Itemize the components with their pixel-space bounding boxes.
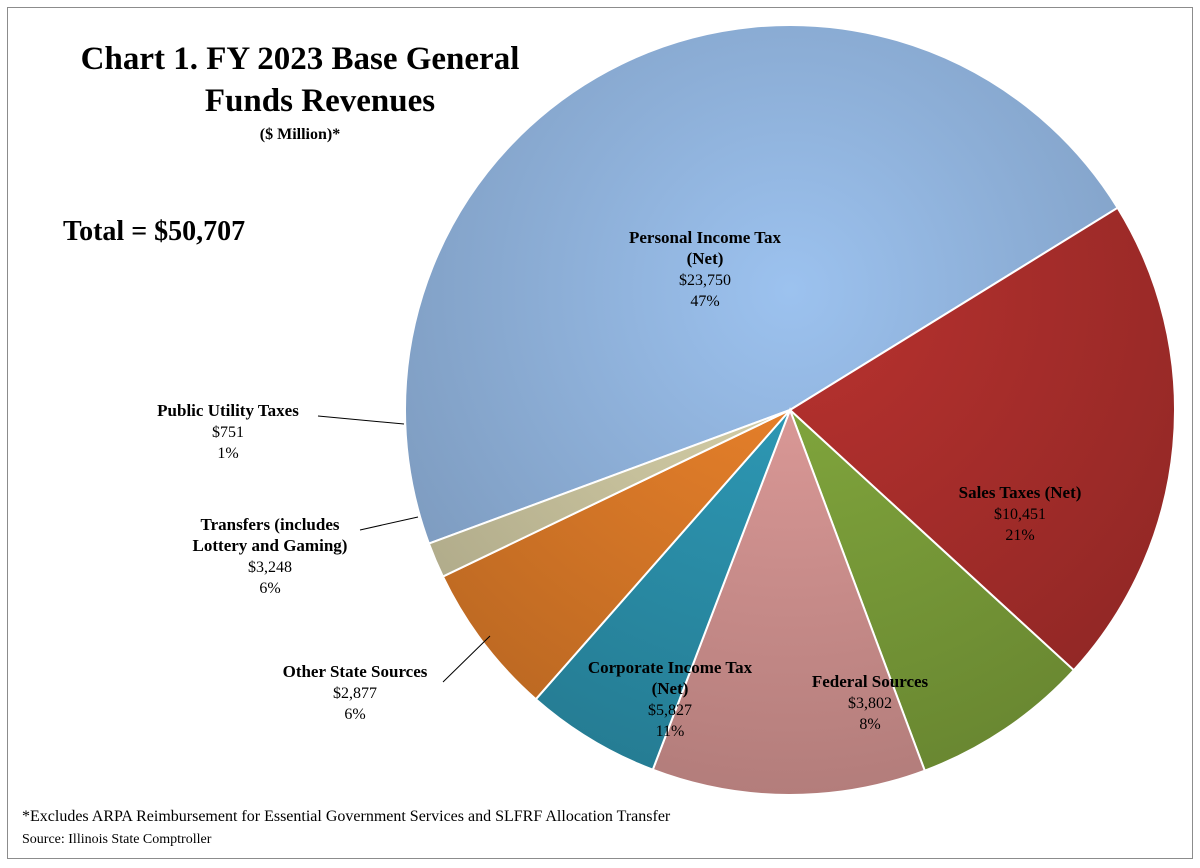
slice-label-pct: 8% (859, 716, 880, 733)
slice-label-pct: 47% (690, 293, 719, 310)
slice-label-pct: 6% (259, 580, 280, 597)
leader-lines (317, 415, 491, 683)
chart-title-line2: Funds Revenues (204, 83, 436, 119)
slice-label-value: $3,802 (848, 695, 892, 712)
source-note: Source: Illinois State Comptroller (22, 832, 212, 847)
slice-label-name: Public Utility Taxes (157, 401, 299, 420)
slice-label-value: $3,248 (248, 559, 292, 576)
slice-label-other-state: Other State Sources $2,877 6% (283, 662, 428, 723)
pie-slice-pit (404, 23, 1120, 545)
slice-label-cit: Corporate Income Tax (Net) $5,827 11% (588, 658, 753, 740)
slice-label-value: $5,827 (648, 702, 692, 719)
slice-label-value: $10,451 (994, 506, 1046, 523)
pie-slice-utility (427, 409, 791, 578)
slice-label-federal: Federal Sources $3,802 8% (812, 672, 929, 733)
slice-label-name: Other State Sources (283, 662, 428, 681)
slice-label-name: Personal Income Tax (629, 228, 782, 247)
slice-label-sales: Sales Taxes (Net) $10,451 21% (959, 483, 1082, 544)
slice-label-pct: 21% (1005, 527, 1034, 544)
slice-label-value: $751 (212, 424, 244, 441)
pie-slice-federal (789, 409, 1076, 772)
leader-line-utility (317, 415, 405, 425)
slice-label-pit: Personal Income Tax (Net) $23,750 47% (629, 228, 782, 310)
pie-slice-cit (651, 407, 927, 796)
footnote: *Excludes ARPA Reimbursement for Essenti… (22, 808, 671, 825)
total-label: Total = $50,707 (63, 216, 246, 247)
slice-label-name: Transfers (includes (201, 515, 340, 534)
slice-label-name: Lottery and Gaming) (193, 536, 348, 555)
slice-label-name: Sales Taxes (Net) (959, 483, 1082, 502)
slice-label-transfers: Transfers (includes Lottery and Gaming) $3… (193, 515, 348, 597)
pie-slice-sales (788, 206, 1176, 672)
slice-label-value: $2,877 (333, 685, 377, 702)
slice-label-pct: 6% (344, 706, 365, 723)
chart-title: Chart 1. FY 2023 Base General Funds Reve… (20, 38, 580, 122)
slice-label-name: Federal Sources (812, 672, 929, 691)
slice-label-value: $23,750 (679, 272, 731, 289)
pie-slice-other-state (534, 409, 791, 772)
slice-label-pct: 11% (656, 723, 685, 740)
chart-title-line1: Chart 1. FY 2023 Base General (80, 41, 520, 77)
slice-label-name: (Net) (652, 679, 689, 698)
leader-line-other-state (442, 635, 491, 683)
slice-label-name: (Net) (687, 249, 724, 268)
slice-labels: Personal Income Tax (Net) $23,750 47% Sales … (157, 228, 1081, 740)
slice-label-pct: 1% (217, 445, 238, 462)
slice-label-utility: Public Utility Taxes $751 1% (157, 401, 299, 462)
chart-subtitle: ($ Million)* (259, 126, 341, 143)
leader-line-transfers (359, 516, 419, 531)
pie-slices (404, 23, 1176, 796)
slice-label-name: Corporate Income Tax (588, 658, 753, 677)
